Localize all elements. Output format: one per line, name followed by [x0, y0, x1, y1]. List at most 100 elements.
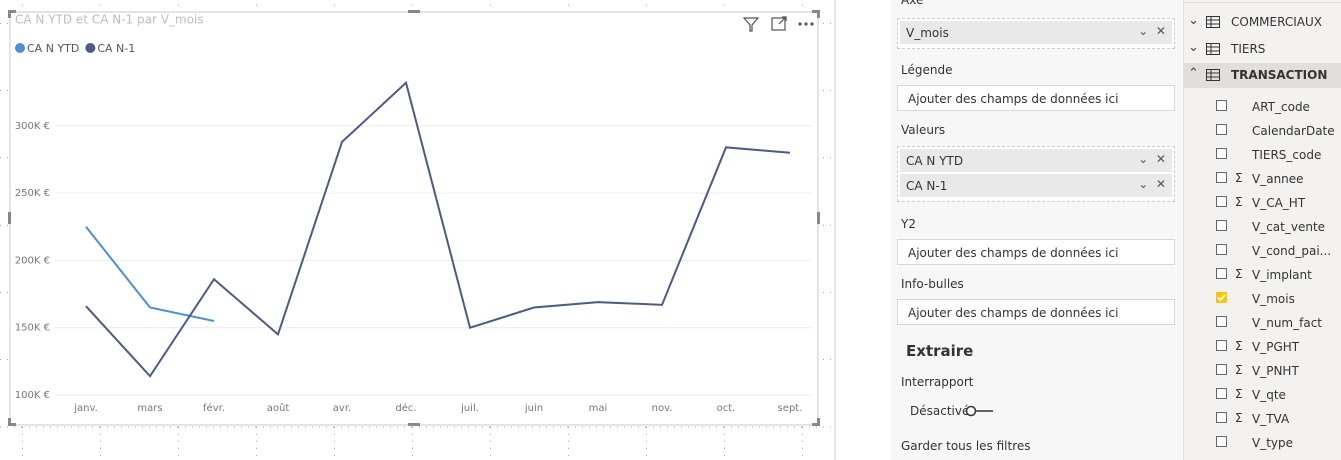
- field-well[interactable]: CA N YTD ⌄ ✕ CA N-1 ⌄ ✕: [897, 146, 1175, 202]
- field-row[interactable]: Σ V_PNHT: [1184, 359, 1341, 383]
- table-icon: [1206, 42, 1220, 55]
- field-placeholder[interactable]: Ajouter des champs de données ici: [897, 85, 1175, 111]
- field-checkbox[interactable]: [1216, 436, 1227, 447]
- x-tick-label: juin: [524, 403, 543, 414]
- field-name[interactable]: V_cat_vente: [1252, 220, 1326, 234]
- table-row[interactable]: ⌃ TRANSACTION: [1184, 63, 1341, 88]
- field-row[interactable]: CalendarDate: [1184, 119, 1341, 143]
- chart-title: CA N YTD et CA N-1 par V_mois: [15, 13, 204, 27]
- field-row[interactable]: Σ V_CA_HT: [1184, 191, 1341, 215]
- sum-icon: Σ: [1235, 387, 1243, 401]
- y-tick-label: 300K €: [15, 121, 50, 132]
- table-name[interactable]: COMMERCIAUX: [1231, 15, 1322, 29]
- option-label: Interrapport: [901, 375, 974, 389]
- field-name[interactable]: CalendarDate: [1252, 124, 1335, 138]
- x-tick-label: nov.: [652, 403, 673, 414]
- table-row[interactable]: ⌄ TIERS: [1184, 37, 1341, 62]
- x-tick-label: janv.: [73, 403, 98, 414]
- field-row[interactable]: V_num_fact: [1184, 311, 1341, 335]
- x-tick-label: avr.: [333, 403, 351, 414]
- table-row[interactable]: ⌄ COMMERCIAUX: [1184, 10, 1341, 35]
- table-name[interactable]: TIERS: [1231, 41, 1266, 56]
- field-row[interactable]: V_cond_pai...: [1184, 239, 1341, 263]
- visualizations-pane: Axe V_mois ⌄ ✕ Légende Ajouter des champs de…: [891, 0, 1183, 460]
- expand-chevron[interactable]: ⌃: [1188, 66, 1199, 81]
- field-row[interactable]: Σ V_qte: [1184, 383, 1341, 407]
- visual-header-icons[interactable]: [742, 16, 814, 32]
- expand-chevron[interactable]: ⌄: [1188, 39, 1199, 55]
- y-tick-label: 150K €: [15, 323, 50, 334]
- x-tick-label: sept.: [778, 403, 803, 414]
- field-name[interactable]: V_type: [1252, 436, 1294, 450]
- field-name[interactable]: V_PNHT: [1252, 364, 1299, 378]
- field-checkbox[interactable]: [1216, 292, 1227, 303]
- field-placeholder[interactable]: Ajouter des champs de données ici: [897, 239, 1175, 265]
- well-field[interactable]: CA N-1 ⌄ ✕: [900, 174, 1172, 197]
- field-row[interactable]: Σ V_TVA: [1184, 407, 1341, 431]
- well-field[interactable]: V_mois ⌄ ✕: [900, 21, 1172, 44]
- field-row[interactable]: V_mois: [1184, 287, 1341, 311]
- well-label: Axe: [901, 0, 924, 7]
- x-tick-label: févr.: [203, 402, 225, 414]
- field-row[interactable]: V_type: [1184, 431, 1341, 455]
- field-row[interactable]: Σ V_PGHT: [1184, 335, 1341, 359]
- x-tick-label: mars: [137, 403, 162, 414]
- field-name[interactable]: V_annee: [1252, 172, 1304, 186]
- field-name[interactable]: V_CA_HT: [1252, 196, 1306, 210]
- field-placeholder[interactable]: Ajouter des champs de données ici: [897, 299, 1175, 325]
- field-checkbox[interactable]: [1216, 124, 1227, 135]
- field-actions[interactable]: ⌄ ✕: [1138, 152, 1166, 166]
- field-name[interactable]: ART_code: [1252, 100, 1310, 114]
- field-name[interactable]: TIERS_code: [1252, 148, 1322, 162]
- visual-frame[interactable]: [9, 11, 819, 426]
- field-name[interactable]: V_cond_pai...: [1252, 244, 1332, 258]
- field-name[interactable]: V_TVA: [1252, 412, 1290, 426]
- check-mark: [1217, 294, 1226, 302]
- field-row[interactable]: ART_code: [1184, 95, 1341, 119]
- field-well[interactable]: V_mois ⌄ ✕: [897, 18, 1175, 49]
- sum-icon: Σ: [1235, 363, 1243, 377]
- field-row[interactable]: V_cat_vente: [1184, 215, 1341, 239]
- field-checkbox[interactable]: [1216, 412, 1227, 423]
- field-actions[interactable]: ⌄ ✕: [1138, 24, 1166, 38]
- sum-icon: Σ: [1235, 267, 1243, 281]
- field-checkbox[interactable]: [1216, 244, 1227, 255]
- field-row[interactable]: Σ V_annee: [1184, 167, 1341, 191]
- toggle-icon[interactable]: [965, 405, 995, 417]
- table-name[interactable]: TRANSACTION: [1231, 68, 1328, 82]
- field-actions[interactable]: ⌄ ✕: [1138, 177, 1166, 191]
- section-title: Extraire: [906, 342, 974, 360]
- well-field[interactable]: CA N YTD ⌄ ✕: [900, 149, 1172, 172]
- field-checkbox[interactable]: [1216, 388, 1227, 399]
- field-checkbox[interactable]: [1216, 148, 1227, 159]
- sum-icon: Σ: [1235, 339, 1243, 353]
- field-checkbox[interactable]: [1216, 316, 1227, 327]
- table-icon: [1206, 16, 1220, 28]
- field-row[interactable]: Σ V_implant: [1184, 263, 1341, 287]
- field-checkbox[interactable]: [1216, 196, 1227, 207]
- field-row[interactable]: TIERS_code: [1184, 143, 1341, 167]
- x-tick-label: mai: [589, 403, 608, 414]
- field-checkbox[interactable]: [1216, 268, 1227, 279]
- expand-chevron[interactable]: ⌄: [1188, 13, 1199, 28]
- sum-icon: Σ: [1235, 411, 1243, 425]
- y-tick-label: 100K €: [15, 390, 50, 401]
- well-label: Valeurs: [901, 123, 946, 137]
- x-tick-label: juil.: [460, 403, 479, 414]
- field-name[interactable]: V_num_fact: [1252, 316, 1322, 330]
- field-checkbox[interactable]: [1216, 172, 1227, 183]
- field-name[interactable]: V_implant: [1252, 268, 1312, 282]
- series-line: [85, 226, 215, 322]
- x-tick-label: déc.: [395, 402, 416, 414]
- legend-marker: [85, 43, 96, 53]
- field-checkbox[interactable]: [1216, 220, 1227, 231]
- field-checkbox[interactable]: [1216, 340, 1227, 351]
- table-icon: [1206, 69, 1220, 81]
- field-name[interactable]: V_PGHT: [1252, 340, 1300, 354]
- field-name[interactable]: V_qte: [1252, 388, 1286, 402]
- field-checkbox[interactable]: [1216, 100, 1227, 111]
- field-name[interactable]: V_mois: [1252, 292, 1295, 306]
- field-checkbox[interactable]: [1216, 364, 1227, 375]
- toggle[interactable]: [965, 405, 993, 417]
